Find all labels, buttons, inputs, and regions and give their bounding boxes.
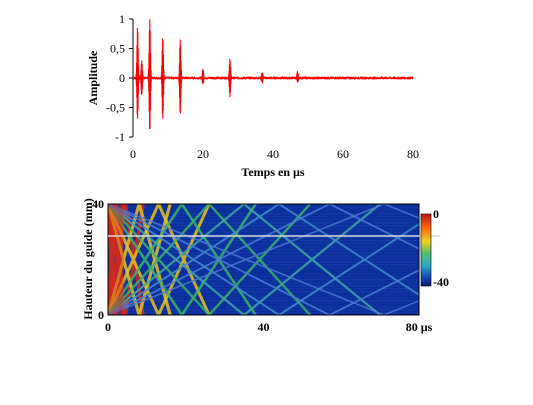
- reflection-path: [108, 204, 419, 315]
- heatmap-band: [108, 306, 419, 308]
- heatmap-band: [108, 222, 419, 224]
- heatmap-frame: [107, 203, 420, 316]
- waveform-x-tick-label: 60: [337, 147, 349, 161]
- heatmap-x-tick-label: 0: [105, 320, 111, 334]
- heatmap-band: [108, 258, 419, 260]
- waveform-x-tick-label: 20: [197, 147, 209, 161]
- heatmap-band: [108, 300, 419, 302]
- waveform-x-axis-label: Temps en µs: [241, 165, 304, 179]
- heatmap-hot-region: [108, 204, 124, 315]
- waveform-x-tick-label: 0: [130, 147, 136, 161]
- heatmap-y-tick-label: 0: [98, 308, 104, 322]
- waveform-chart: 1 0,5 0 -0,5 -1 0 20 40 60 80 Temps en µs Amplitu…: [86, 12, 419, 179]
- heatmap-band: [108, 216, 419, 218]
- heatmap-band: [108, 279, 419, 281]
- heatmap-band: [108, 234, 419, 236]
- heatmap-band: [108, 231, 419, 233]
- waveform-y-tick-label: 0,5: [110, 42, 125, 56]
- heatmap-band: [108, 273, 419, 275]
- waveform-x-tick-label: 40: [267, 147, 279, 161]
- heatmap-band: [108, 309, 419, 311]
- reflection-path: [108, 204, 312, 315]
- waveform-y-tick-label: 1: [119, 12, 125, 26]
- waveform-y-tick-label: -0,5: [106, 101, 125, 115]
- heatmap-band: [108, 210, 419, 212]
- waveform-y-axis-label: Amplitude: [86, 50, 100, 105]
- heatmap-band: [108, 267, 419, 269]
- colorbar: [420, 213, 432, 287]
- heatmap-band: [108, 240, 419, 242]
- waveform-x-tick-label: 80: [407, 147, 419, 161]
- waveform-series: [132, 19, 414, 130]
- heatmap-band: [108, 207, 419, 209]
- heatmap-chart: 0 40 80 µs 0 40 Hauteur du guide (mm) 0 -40: [81, 197, 449, 334]
- heatmap-axes: 0 40 80 µs 0 40: [92, 197, 433, 334]
- heatmap-band: [108, 228, 419, 230]
- reflection-path: [108, 204, 145, 315]
- waveform-axes: 1 0,5 0 -0,5 -1 0 20 40 60 80: [106, 12, 419, 161]
- heatmap-band: [108, 243, 419, 245]
- heatmap-band: [108, 204, 419, 206]
- reflection-path: [108, 204, 419, 315]
- heatmap-band: [108, 261, 419, 263]
- heatmap-band: [108, 249, 419, 251]
- heatmap-x-tick-label: 40: [258, 320, 270, 334]
- heatmap-band: [108, 270, 419, 272]
- colorbar-tick-label: 0: [433, 207, 439, 221]
- heatmap-y-tick-label: 40: [92, 197, 104, 211]
- heatmap-band: [108, 312, 419, 314]
- heatmap-reflection-paths: [108, 204, 419, 315]
- reflection-path: [108, 204, 419, 315]
- heatmap-band: [108, 276, 419, 278]
- waveform-y-tick-label: -1: [115, 130, 125, 144]
- heatmap-band: [108, 291, 419, 293]
- reflection-path: [108, 204, 211, 315]
- heatmap-band: [108, 225, 419, 227]
- heatmap-x-tick-label: 80 µs: [406, 320, 433, 334]
- colorbar-tick-label: -40: [433, 275, 449, 289]
- reflection-path: [108, 204, 257, 315]
- reflection-path: [108, 204, 172, 315]
- heatmap-band: [108, 285, 419, 287]
- heatmap-band: [108, 288, 419, 290]
- heatmap-y-axis-label: Hauteur du guide (mm): [81, 198, 95, 319]
- heatmap-band: [108, 294, 419, 296]
- heatmap-band: [108, 246, 419, 248]
- waveform-y-tick-label: 0: [119, 71, 125, 85]
